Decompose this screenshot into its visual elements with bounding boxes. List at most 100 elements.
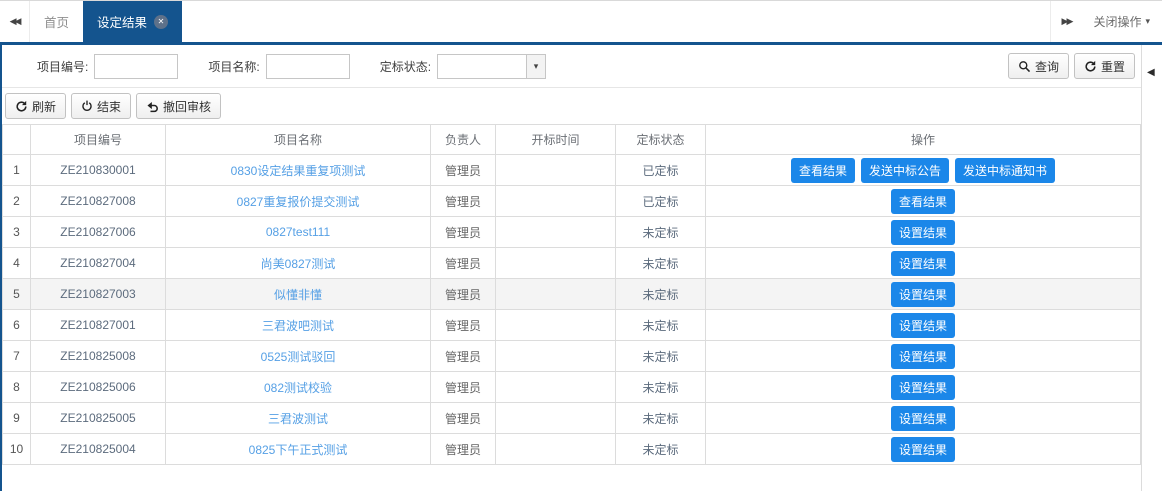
search-button-label: 查询 (1034, 59, 1059, 74)
owner-cell: 管理员 (430, 216, 496, 248)
project-name-link[interactable]: 似懂非懂 (273, 287, 322, 302)
project-code-cell: ZE210827001 (30, 309, 166, 341)
open-time-cell (495, 309, 616, 341)
actions-cell: 设置结果 (705, 433, 1141, 465)
search-button[interactable]: 查询 (1007, 53, 1069, 79)
open-time-cell (495, 216, 616, 248)
row-number-cell: 10 (2, 433, 31, 465)
open-time-cell (495, 371, 616, 403)
chevron-down-icon[interactable]: ▾ (526, 54, 546, 78)
toolbar-button-refresh[interactable]: 刷新 (5, 93, 67, 119)
project-code-input[interactable] (94, 53, 179, 79)
table-row: 1 ZE210830001 0830设定结果重复项测试 管理员 已定标 查看结果 发送中标公… (2, 154, 1141, 186)
action-button[interactable]: 设置结果 (890, 219, 955, 245)
actions-cell: 设置结果 (705, 309, 1141, 341)
project-name-cell: 082测试校验 (165, 371, 431, 403)
project-code-cell: ZE210825006 (30, 371, 166, 403)
status-cell: 未定标 (615, 340, 706, 372)
owner-cell: 管理员 (430, 185, 496, 217)
actions-cell: 设置结果 (705, 278, 1141, 310)
project-name-link[interactable]: 0827重复报价提交测试 (236, 194, 360, 209)
reset-icon (1084, 60, 1097, 73)
project-name-label: 项目名称: (208, 59, 260, 74)
filter-form: 项目编号: 项目名称: 定标状态: ▾ 查询 重置 (2, 45, 1141, 88)
reset-button[interactable]: 重置 (1073, 53, 1135, 79)
tab-label: 首页 (44, 16, 70, 30)
action-button[interactable]: 设置结果 (890, 405, 955, 431)
action-button[interactable]: 设置结果 (890, 436, 955, 462)
owner-cell: 管理员 (430, 402, 496, 434)
column-header: 项目名称 (165, 124, 431, 155)
project-name-link[interactable]: 0827test111 (265, 225, 331, 239)
award-status-select-value[interactable] (438, 54, 527, 78)
action-button[interactable]: 设置结果 (890, 312, 955, 338)
actions-cell: 设置结果 (705, 247, 1141, 279)
project-name-link[interactable]: 082测试校验 (263, 380, 333, 395)
actions-cell: 查看结果 发送中标公告 发送中标通知书 (705, 154, 1141, 186)
tab-scroll-right-icon[interactable]: ▶▶ (1061, 16, 1074, 26)
project-name-cell: 0827test111 (165, 216, 431, 248)
close-tab-icon[interactable]: ✕ (154, 14, 169, 29)
table-row: 6 ZE210827001 三君波吧测试 管理员 未定标 设置结果 (2, 309, 1141, 341)
toolbar-button-withdraw-review[interactable]: 撤回审核 (136, 93, 222, 119)
project-code-label: 项目编号: (37, 59, 89, 74)
collapse-panel-icon[interactable]: ◀ (1147, 67, 1155, 78)
action-button[interactable]: 查看结果 (890, 188, 955, 214)
status-cell: 已定标 (615, 185, 706, 217)
status-cell: 未定标 (615, 402, 706, 434)
project-name-link[interactable]: 0525测试驳回 (260, 349, 336, 364)
action-button[interactable]: 设置结果 (890, 343, 955, 369)
toolbar-button-end[interactable]: 结束 (71, 93, 132, 119)
actions-cell: 设置结果 (705, 340, 1141, 372)
project-name-link[interactable]: 0830设定结果重复项测试 (230, 163, 366, 178)
actions-cell: 查看结果 (705, 185, 1141, 217)
filter-fields: 项目编号: 项目名称: 定标状态: ▾ (37, 53, 576, 79)
row-number-cell: 8 (2, 371, 31, 403)
tab-home[interactable]: 首页 (30, 1, 83, 42)
action-button[interactable]: 查看结果 (790, 157, 855, 183)
action-button[interactable]: 发送中标通知书 (955, 157, 1056, 183)
column-header: 定标状态 (615, 124, 706, 155)
project-code-cell: ZE210827006 (30, 216, 166, 248)
award-status-select[interactable]: ▾ (437, 53, 547, 79)
refresh-icon (15, 100, 28, 113)
close-operations-menu[interactable]: 关闭操作 ▾ (1081, 1, 1162, 42)
project-name-link[interactable]: 尚美0827测试 (260, 256, 336, 271)
tab-bar-right: ▶▶ 关闭操作 ▾ (1050, 1, 1162, 42)
actions-cell: 设置结果 (705, 402, 1141, 434)
owner-cell: 管理员 (430, 433, 496, 465)
column-header: 开标时间 (495, 124, 616, 155)
project-name-cell: 三君波吧测试 (165, 309, 431, 341)
tab-setting-results[interactable]: 设定结果 ✕ (83, 1, 183, 42)
action-button[interactable]: 设置结果 (890, 281, 955, 307)
toolbar-button-label: 撤回审核 (163, 99, 212, 114)
close-operations-label: 关闭操作 (1093, 15, 1142, 29)
project-name-input[interactable] (265, 53, 350, 79)
action-button[interactable]: 发送中标公告 (860, 157, 949, 183)
results-table: 项目编号 项目名称 负责人 开标时间 定标状态 操作 1 ZE210830001 0830设定… (2, 124, 1141, 465)
action-button[interactable]: 设置结果 (890, 250, 955, 276)
tab-bar: ◀◀ 首页 设定结果 ✕ ▶▶ 关闭操作 ▾ (0, 0, 1162, 45)
column-header: 负责人 (430, 124, 496, 155)
status-cell: 未定标 (615, 216, 706, 248)
owner-cell: 管理员 (430, 340, 496, 372)
owner-cell: 管理员 (430, 371, 496, 403)
owner-cell: 管理员 (430, 309, 496, 341)
project-name-link[interactable]: 三君波吧测试 (261, 318, 334, 333)
project-name-link[interactable]: 三君波测试 (267, 411, 328, 426)
project-code-cell: ZE210827008 (30, 185, 166, 217)
row-number-cell: 6 (2, 309, 31, 341)
status-cell: 未定标 (615, 371, 706, 403)
tab-scroll-left-icon[interactable]: ◀◀ (0, 1, 30, 42)
table-row: 8 ZE210825006 082测试校验 管理员 未定标 设置结果 (2, 371, 1141, 403)
table-header-row: 项目编号 项目名称 负责人 开标时间 定标状态 操作 (2, 124, 1141, 155)
filter-field-project-code: 项目编号: (37, 53, 179, 79)
row-number-cell: 1 (2, 154, 31, 186)
column-header: 操作 (705, 124, 1141, 155)
project-name-cell: 0825下午正式测试 (165, 433, 431, 465)
project-name-link[interactable]: 0825下午正式测试 (248, 442, 348, 457)
toolbar-button-label: 刷新 (32, 99, 57, 114)
search-icon (1018, 60, 1031, 73)
owner-cell: 管理员 (430, 247, 496, 279)
action-button[interactable]: 设置结果 (890, 374, 955, 400)
